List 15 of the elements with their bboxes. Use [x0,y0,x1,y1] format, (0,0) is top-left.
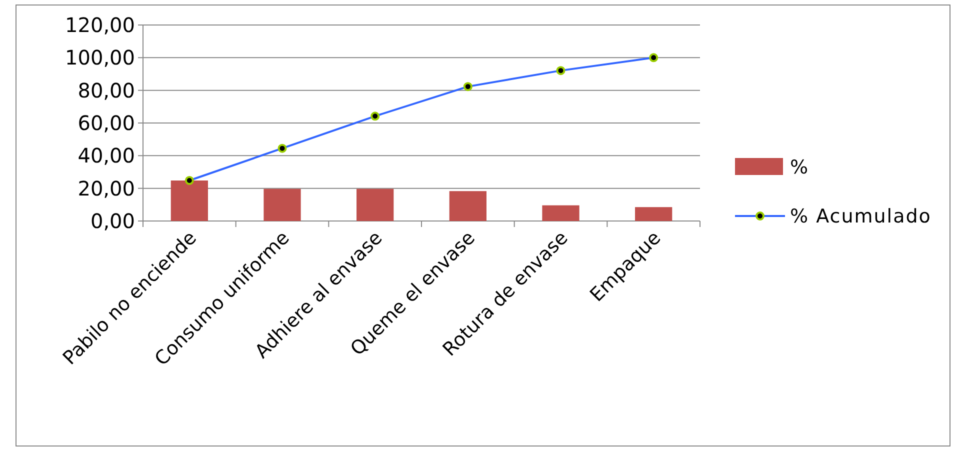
bar [635,207,672,221]
y-tick-label: 0,00 [90,209,135,233]
y-tick-label: 20,00 [78,176,135,200]
y-tick-label: 80,00 [78,78,135,102]
y-tick-label: 60,00 [78,111,135,135]
bar [449,191,486,221]
legend-label: % [790,156,810,179]
bar [264,188,301,221]
bar [356,188,394,221]
bar [170,180,208,221]
bar [542,205,580,221]
legend-label: % Acumulado [790,206,932,228]
y-tick-label: 40,00 [78,144,135,168]
y-tick-label: 120,00 [65,13,135,37]
y-tick-label: 100,00 [65,46,135,70]
